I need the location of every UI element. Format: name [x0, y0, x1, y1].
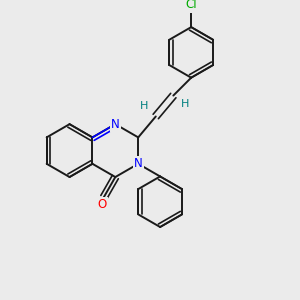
Text: N: N: [111, 118, 120, 131]
Text: H: H: [181, 99, 189, 109]
Text: Cl: Cl: [185, 0, 197, 11]
Text: N: N: [134, 157, 142, 170]
Text: H: H: [140, 101, 148, 111]
Text: O: O: [98, 198, 107, 211]
